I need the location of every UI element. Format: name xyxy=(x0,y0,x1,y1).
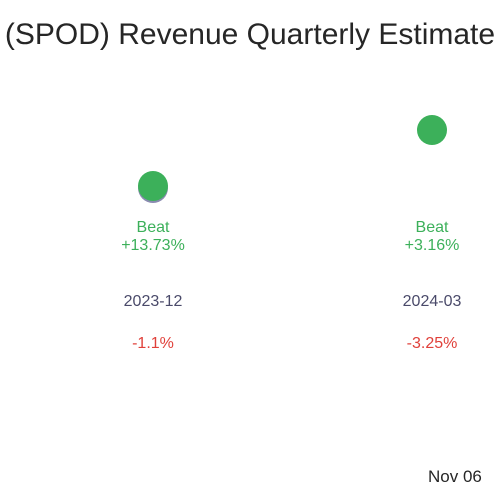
period-label: 2024-03 xyxy=(403,293,462,310)
actual-point xyxy=(417,115,447,145)
change-label: -1.1% xyxy=(132,335,174,352)
chart-title: (SPOD) Revenue Quarterly Estimate xyxy=(5,18,495,51)
result-label: Beat xyxy=(416,219,449,236)
footer-date: Nov 06 xyxy=(428,467,482,486)
data-points xyxy=(138,115,447,203)
change-label: -3.25% xyxy=(407,335,458,352)
period-label: 2023-12 xyxy=(124,293,183,310)
result-label: Beat xyxy=(137,219,170,236)
actual-point xyxy=(138,171,168,201)
surprise-label: +3.16% xyxy=(405,237,460,254)
point-annotations: Beat+13.73%2023-12-1.1%Beat+3.16%2024-03… xyxy=(121,219,461,352)
surprise-label: +13.73% xyxy=(121,237,185,254)
